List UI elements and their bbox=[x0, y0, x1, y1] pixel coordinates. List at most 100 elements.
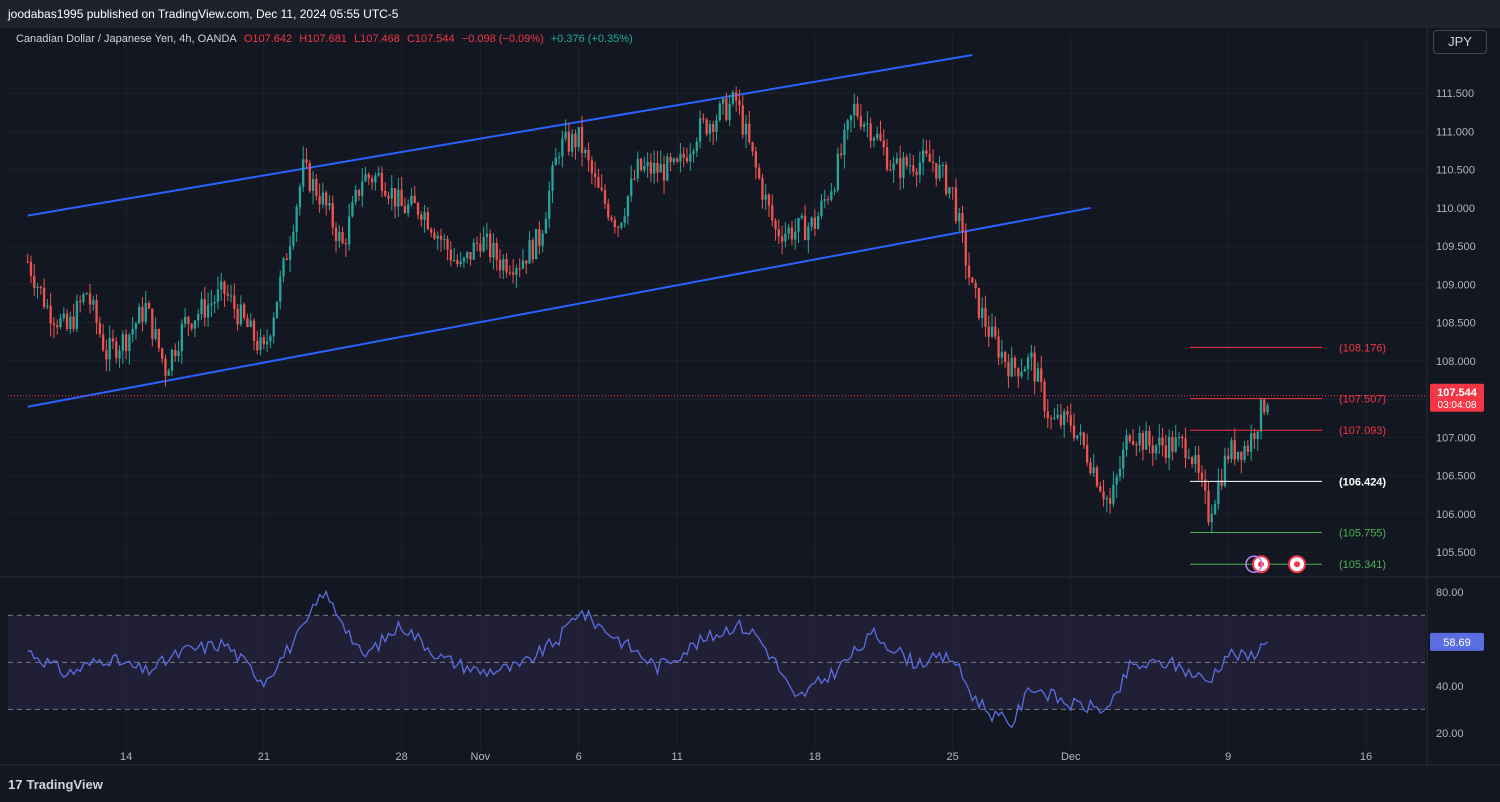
candle-body bbox=[423, 212, 426, 220]
candle-body bbox=[407, 204, 410, 214]
candle-body bbox=[649, 161, 653, 174]
candle-body bbox=[367, 174, 370, 179]
candles bbox=[26, 86, 1269, 534]
candle-body bbox=[551, 165, 554, 191]
candle-body bbox=[630, 178, 633, 197]
candle-body bbox=[987, 326, 990, 337]
candle-body bbox=[1207, 490, 1210, 523]
candle-body bbox=[564, 131, 567, 139]
candle-body bbox=[826, 199, 830, 201]
candle-body bbox=[1000, 351, 1004, 358]
candle-body bbox=[771, 205, 774, 221]
candle-body bbox=[1210, 514, 1213, 523]
candle-body bbox=[780, 236, 784, 242]
candle-body bbox=[229, 295, 233, 297]
candle-body bbox=[164, 358, 167, 376]
candle-body bbox=[439, 235, 443, 240]
candle-body bbox=[777, 229, 780, 237]
published-line: joodabas1995 published on TradingView.co… bbox=[8, 7, 399, 21]
candle-body bbox=[331, 203, 334, 228]
rsi-band bbox=[8, 615, 1425, 710]
candle-body bbox=[908, 165, 912, 167]
candle-body bbox=[197, 314, 200, 321]
candle-body bbox=[1063, 411, 1066, 426]
candle-body bbox=[154, 329, 157, 339]
candle-body bbox=[728, 103, 731, 121]
rsi-value-badge bbox=[1430, 632, 1484, 651]
candle-body bbox=[262, 337, 265, 345]
candle-body bbox=[712, 124, 715, 133]
candle-body bbox=[515, 268, 518, 275]
candle-body bbox=[495, 242, 498, 260]
candle-body bbox=[616, 227, 620, 229]
candle-body bbox=[958, 212, 961, 222]
candle-body bbox=[141, 306, 144, 322]
candle-body bbox=[830, 191, 833, 200]
candle-body bbox=[256, 340, 259, 351]
level-label: (107.507) bbox=[1339, 394, 1386, 406]
channel-line-upper bbox=[27, 54, 973, 217]
candle-body bbox=[715, 120, 718, 133]
candle-body bbox=[62, 313, 65, 319]
currency-button[interactable]: JPY bbox=[1433, 30, 1487, 54]
candle-body bbox=[426, 212, 429, 230]
candle-body bbox=[544, 218, 548, 234]
candle-body bbox=[944, 164, 948, 194]
candle-body bbox=[803, 215, 807, 241]
candle-body bbox=[174, 349, 177, 357]
candle-body bbox=[328, 203, 331, 206]
candle-body bbox=[574, 133, 577, 148]
candle-body bbox=[784, 233, 787, 242]
candle-body bbox=[505, 259, 508, 273]
candle-body bbox=[26, 261, 29, 263]
candle-body bbox=[577, 127, 580, 148]
candle-body bbox=[1197, 454, 1200, 473]
candle-body bbox=[269, 336, 272, 342]
candle-body bbox=[1072, 425, 1076, 439]
time-tick-label: 9 bbox=[1225, 751, 1231, 763]
candle-body bbox=[413, 195, 416, 204]
candle-body bbox=[862, 124, 866, 127]
candle-body bbox=[295, 206, 298, 233]
candle-body bbox=[282, 258, 285, 277]
candle-body bbox=[239, 304, 243, 325]
candle-body bbox=[318, 196, 321, 205]
candle-body bbox=[1230, 440, 1233, 460]
candle-body bbox=[997, 336, 1000, 358]
candle-body bbox=[1010, 357, 1013, 377]
candle-body bbox=[1125, 435, 1128, 450]
candle-body bbox=[69, 316, 72, 330]
candle-body bbox=[193, 320, 197, 329]
price-tick-label: 108.000 bbox=[1436, 356, 1476, 368]
candle-body bbox=[721, 98, 725, 104]
candle-body bbox=[305, 159, 308, 163]
candle-body bbox=[921, 150, 925, 163]
candle-body bbox=[469, 252, 472, 260]
candle-body bbox=[92, 300, 95, 305]
candle-body bbox=[42, 287, 46, 307]
candle-body bbox=[1171, 436, 1174, 452]
candle-body bbox=[1105, 498, 1108, 500]
tradingview-logo[interactable]: 17 TradingView bbox=[8, 777, 103, 792]
symbol-name: Canadian Dollar / Japanese Yen, 4h, OAND… bbox=[16, 33, 237, 45]
last-price-badge bbox=[1430, 383, 1484, 412]
candle-body bbox=[981, 307, 984, 318]
extended-change-value: +0.376 (+0.35%) bbox=[550, 33, 633, 45]
channel-line-lower bbox=[27, 206, 1091, 408]
candle-body bbox=[233, 295, 236, 309]
price-tick-label: 105.500 bbox=[1436, 547, 1476, 559]
candle-body bbox=[121, 334, 124, 351]
candle-body bbox=[98, 322, 101, 335]
level-label: (106.424) bbox=[1339, 476, 1386, 488]
candle-body bbox=[666, 156, 669, 181]
time-tick-label: Dec bbox=[1061, 751, 1081, 763]
candle-body bbox=[764, 194, 767, 200]
candle-body bbox=[118, 350, 121, 359]
candle-body bbox=[718, 103, 721, 121]
candle-body bbox=[134, 323, 138, 329]
candle-body bbox=[853, 103, 856, 116]
candle-body bbox=[390, 188, 393, 199]
candle-body bbox=[964, 231, 967, 266]
candle-body bbox=[216, 289, 220, 302]
